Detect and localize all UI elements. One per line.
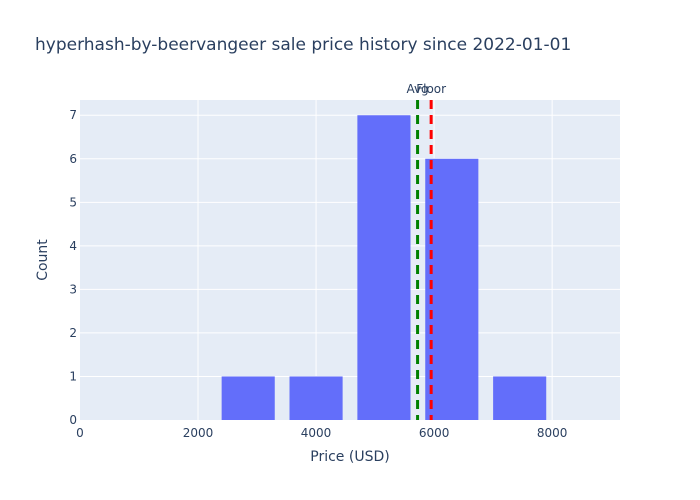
- bars: [221, 115, 547, 420]
- histogram-bar: [425, 158, 479, 420]
- y-tick-label: 2: [69, 326, 77, 340]
- plot-area: [80, 100, 620, 420]
- x-tick-label: 0: [76, 426, 84, 440]
- x-axis-title: Price (USD): [310, 449, 389, 465]
- y-tick-label: 6: [69, 152, 77, 166]
- x-tick-label: 6000: [419, 426, 450, 440]
- y-axis-title: Count: [35, 239, 51, 281]
- y-tick-label: 4: [69, 239, 77, 253]
- y-tick-label: 3: [69, 282, 77, 296]
- histogram-bar: [289, 376, 343, 420]
- histogram-bar: [493, 376, 547, 420]
- y-tick-label: 1: [69, 369, 77, 383]
- x-axis-ticks: 0 2000 4000 6000 8000: [76, 426, 567, 440]
- histogram-bar: [221, 376, 275, 420]
- y-tick-label: 7: [69, 108, 77, 122]
- y-tick-label: 5: [69, 195, 77, 209]
- x-tick-label: 4000: [301, 426, 332, 440]
- x-tick-label: 8000: [537, 426, 568, 440]
- histogram-bar: [357, 115, 411, 420]
- chart-title: hyperhash-by-beervangeer sale price hist…: [35, 35, 571, 55]
- reference-line-label: Floor: [416, 82, 446, 96]
- reference-line-label: Avg: [406, 82, 428, 96]
- y-axis-ticks: 0 1 2 3 4 5 6 7: [69, 108, 77, 427]
- x-tick-label: 2000: [183, 426, 214, 440]
- y-tick-label: 0: [69, 413, 77, 427]
